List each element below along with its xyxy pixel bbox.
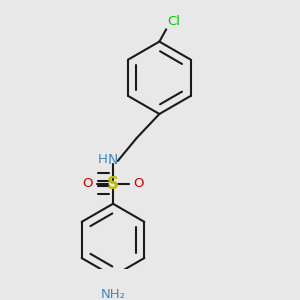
Text: O: O (82, 177, 93, 190)
Text: O: O (133, 177, 144, 190)
Text: H: H (98, 153, 108, 166)
Text: S: S (107, 175, 119, 193)
Text: Cl: Cl (167, 15, 180, 28)
Text: N: N (108, 152, 118, 167)
Text: NH₂: NH₂ (100, 288, 125, 300)
